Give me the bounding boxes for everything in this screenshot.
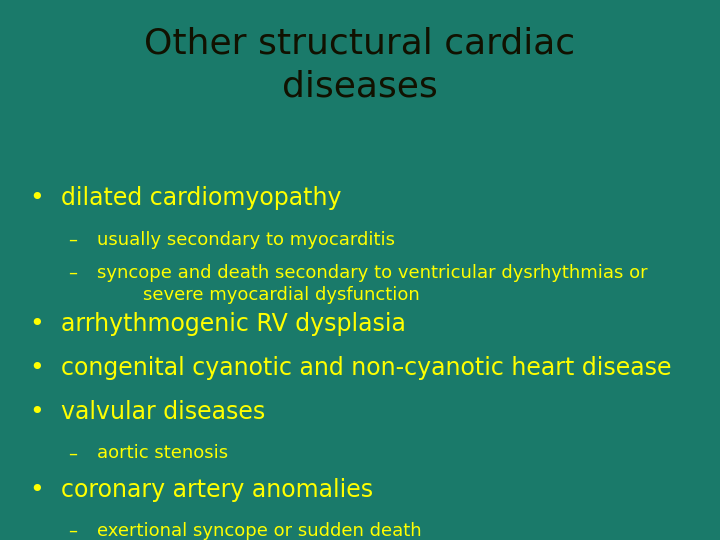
Text: •: • [29,356,43,380]
Text: congenital cyanotic and non-cyanotic heart disease: congenital cyanotic and non-cyanotic hea… [61,356,672,380]
Text: •: • [29,312,43,335]
Text: syncope and death secondary to ventricular dysrhythmias or
        severe myocar: syncope and death secondary to ventricul… [97,264,648,304]
Text: •: • [29,478,43,502]
Text: •: • [29,400,43,424]
Text: coronary artery anomalies: coronary artery anomalies [61,478,374,502]
Text: valvular diseases: valvular diseases [61,400,266,424]
Text: arrhythmogenic RV dysplasia: arrhythmogenic RV dysplasia [61,312,406,335]
Text: –: – [68,264,78,282]
Text: aortic stenosis: aortic stenosis [97,444,228,462]
Text: •: • [29,186,43,210]
Text: –: – [68,231,78,248]
Text: Other structural cardiac
diseases: Other structural cardiac diseases [145,27,575,103]
Text: exertional syncope or sudden death: exertional syncope or sudden death [97,522,422,540]
Text: –: – [68,522,78,540]
Text: dilated cardiomyopathy: dilated cardiomyopathy [61,186,342,210]
Text: usually secondary to myocarditis: usually secondary to myocarditis [97,231,395,248]
Text: –: – [68,444,78,462]
